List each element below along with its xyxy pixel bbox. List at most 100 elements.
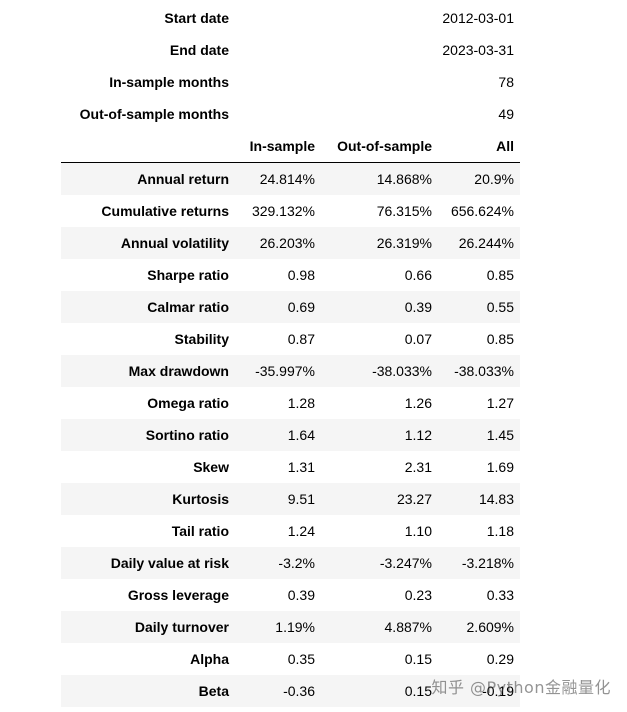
summary-section: Start date 2012-03-01 End date 2023-03-3… — [61, 2, 520, 163]
metric-label: Kurtosis — [61, 483, 235, 515]
metric-value: 0.55 — [438, 291, 520, 323]
summary-label: Start date — [164, 10, 229, 26]
metric-value: 1.12 — [321, 419, 438, 451]
table-row: Calmar ratio 0.69 0.39 0.55 — [61, 291, 520, 323]
metric-value: -3.218% — [438, 547, 520, 579]
metric-value: 1.28 — [287, 395, 315, 411]
metric-value: 1.24 — [287, 523, 315, 539]
table-row: Omega ratio 1.28 1.26 1.27 — [61, 387, 520, 419]
metric-value: 0.35 — [287, 651, 315, 667]
table-row: Alpha 0.35 0.15 0.29 — [61, 643, 520, 675]
metric-value: 0.98 — [287, 267, 315, 283]
metric-label: Omega ratio — [147, 395, 229, 411]
metric-value: 0.23 — [404, 587, 432, 603]
table-row: Tail ratio 1.24 1.10 1.18 — [61, 515, 520, 547]
metric-value: 656.624% — [450, 203, 514, 219]
metric-value: 1.69 — [486, 459, 514, 475]
metric-value: 1.45 — [438, 419, 520, 451]
summary-row: Out-of-sample months 49 — [61, 98, 520, 130]
summary-value: 49 — [498, 106, 514, 122]
column-header: Out-of-sample — [321, 130, 438, 163]
metric-value: 0.69 — [235, 291, 321, 323]
metric-value: 23.27 — [321, 483, 438, 515]
metric-value: 26.244% — [438, 227, 520, 259]
metric-label: Tail ratio — [171, 523, 229, 539]
metric-value: 0.85 — [486, 267, 514, 283]
metric-label: Annual return — [61, 162, 235, 195]
metric-value: 20.9% — [438, 162, 520, 195]
column-header-row: In-sample Out-of-sample All — [61, 130, 520, 163]
metric-value: 1.27 — [486, 395, 514, 411]
metric-value: 4.887% — [321, 611, 438, 643]
metric-label: Stability — [174, 331, 229, 347]
metric-label: Annual volatility — [61, 227, 235, 259]
metric-value: -35.997% — [235, 355, 321, 387]
table-row: Daily turnover 1.19% 4.887% 2.609% — [61, 611, 520, 643]
metric-label: Daily turnover — [61, 611, 235, 643]
summary-value: 2012-03-01 — [442, 10, 514, 26]
table-row: Sortino ratio 1.64 1.12 1.45 — [61, 419, 520, 451]
metric-label: Beta — [61, 675, 235, 707]
metric-value: 1.10 — [404, 523, 432, 539]
metric-value: 0.15 — [321, 675, 438, 707]
metric-value: 0.87 — [287, 331, 315, 347]
metric-value: -3.2% — [235, 547, 321, 579]
metric-value: 2.31 — [404, 459, 432, 475]
summary-label: End date — [169, 42, 229, 58]
metric-value: 0.39 — [287, 587, 315, 603]
table-row: Skew 1.31 2.31 1.69 — [61, 451, 520, 483]
summary-row: In-sample months 78 — [61, 66, 520, 98]
performance-table: Start date 2012-03-01 End date 2023-03-3… — [61, 2, 520, 707]
metric-value: -0.19 — [438, 675, 520, 707]
metric-value: 1.64 — [235, 419, 321, 451]
column-header: In-sample — [235, 130, 321, 163]
metric-label: Skew — [193, 459, 229, 475]
table-row: Annual volatility 26.203% 26.319% 26.244% — [61, 227, 520, 259]
table-row: Annual return 24.814% 14.868% 20.9% — [61, 162, 520, 195]
table-row: Beta -0.36 0.15 -0.19 — [61, 675, 520, 707]
metric-value: 329.132% — [251, 203, 315, 219]
metric-value: 0.85 — [486, 331, 514, 347]
metric-label: Gross leverage — [127, 587, 229, 603]
metric-value: 2.609% — [438, 611, 520, 643]
metric-value: 1.18 — [486, 523, 514, 539]
metric-label: Cumulative returns — [101, 203, 229, 219]
watermark: 知乎 @Python金融量化 — [431, 678, 611, 697]
metric-label: Daily value at risk — [61, 547, 235, 579]
metric-value: 0.39 — [321, 291, 438, 323]
table-row: Max drawdown -35.997% -38.033% -38.033% — [61, 355, 520, 387]
metric-label: Alpha — [190, 651, 229, 667]
summary-label: In-sample months — [109, 74, 229, 90]
summary-label: Out-of-sample months — [79, 106, 229, 122]
metric-label: Sortino ratio — [61, 419, 235, 451]
table-row: Sharpe ratio 0.98 0.66 0.85 — [61, 259, 520, 291]
metric-value: -0.36 — [235, 675, 321, 707]
table-row: Gross leverage 0.39 0.23 0.33 — [61, 579, 520, 611]
table-row: Daily value at risk -3.2% -3.247% -3.218% — [61, 547, 520, 579]
summary-row: End date 2023-03-31 — [61, 34, 520, 66]
metric-value: -38.033% — [438, 355, 520, 387]
header-spacer — [61, 130, 235, 163]
metric-value: -38.033% — [321, 355, 438, 387]
metric-value: 76.315% — [376, 203, 432, 219]
metric-value: 1.19% — [235, 611, 321, 643]
metric-value: 9.51 — [235, 483, 321, 515]
table-row: Kurtosis 9.51 23.27 14.83 — [61, 483, 520, 515]
metric-label: Sharpe ratio — [147, 267, 229, 283]
metric-value: 1.26 — [404, 395, 432, 411]
summary-value: 2023-03-31 — [442, 42, 514, 58]
metric-label: Max drawdown — [61, 355, 235, 387]
metric-value: 26.203% — [235, 227, 321, 259]
metric-value: 14.83 — [438, 483, 520, 515]
metric-value: 0.15 — [404, 651, 432, 667]
summary-row: Start date 2012-03-01 — [61, 2, 520, 34]
metric-value: 0.33 — [486, 587, 514, 603]
metric-value: 26.319% — [321, 227, 438, 259]
table-row: Stability 0.87 0.07 0.85 — [61, 323, 520, 355]
metrics-section: Annual return 24.814% 14.868% 20.9% Cumulati… — [61, 162, 520, 707]
metric-value: 24.814% — [235, 162, 321, 195]
metric-value: 1.31 — [287, 459, 315, 475]
metric-value: 14.868% — [321, 162, 438, 195]
table-row: Cumulative returns 329.132% 76.315% 656.624… — [61, 195, 520, 227]
metric-value: 0.07 — [404, 331, 432, 347]
